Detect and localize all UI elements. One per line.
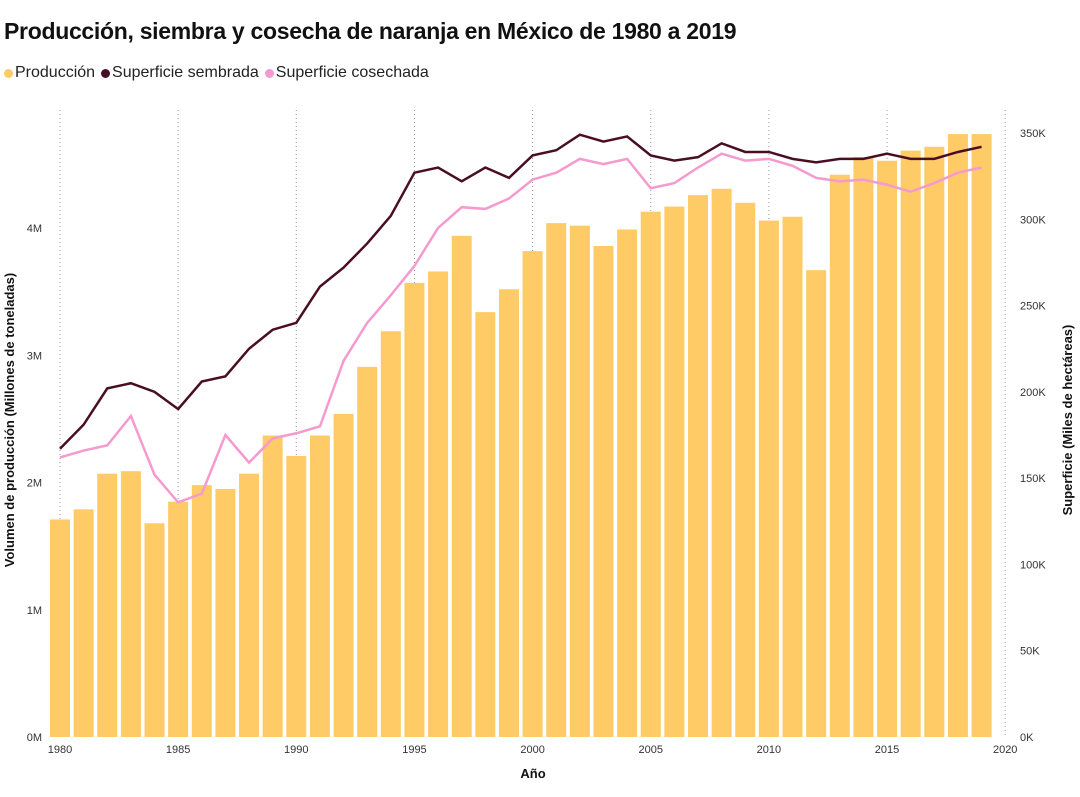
x-tick-label: 2000 [520,744,544,756]
bar-produccion-1982 [97,473,118,737]
y-right-tick-label: 0K [1020,732,1034,744]
bar-produccion-1986 [191,485,212,737]
bar-produccion-2007 [688,195,709,738]
bar-produccion-1994 [380,331,401,737]
bar-produccion-1989 [262,435,283,737]
bar-produccion-2011 [782,216,803,737]
bar-produccion-1983 [120,471,141,737]
bar-produccion-1996 [428,271,449,737]
bar-produccion-2019 [971,134,992,737]
bar-produccion-1998 [475,312,496,737]
x-tick-label: 2010 [757,744,781,756]
bar-produccion-2002 [569,225,590,737]
legend-item-cosechada[interactable]: Superficie cosechada [264,64,429,82]
y-left-tick-label: 3M [27,350,42,362]
y-left-tick-label: 1M [27,605,42,617]
bar-produccion-1999 [498,289,519,737]
bar-produccion-2006 [664,206,685,738]
bar-produccion-1981 [73,509,94,737]
bar-produccion-2013 [829,174,850,737]
bar-produccion-2016 [900,150,921,737]
bar-produccion-1991 [309,435,330,737]
y-left-tick-label: 2M [27,478,42,490]
bar-produccion-1995 [404,282,425,737]
x-tick-label: 2005 [639,744,663,756]
bar-produccion-2017 [924,146,945,738]
y-left-tick-label: 4M [27,223,42,235]
y-right-tick-label: 250K [1020,301,1046,313]
legend-item-sembrada[interactable]: Superficie sembrada [101,64,259,82]
y-right-tick-label: 50K [1020,646,1040,658]
line-superficie-sembrada [59,133,982,450]
bar-produccion-1987 [215,488,236,737]
bar-produccion-1997 [451,235,472,737]
y-axis-right-label: Superficie (Miles de hectáreas) [1060,325,1075,516]
legend-item-produccion[interactable]: Producción [4,64,95,82]
legend: Producción Superficie sembrada Superfici… [4,64,429,82]
y-left-tick-label: 0M [27,732,42,744]
x-tick-label: 1995 [402,744,426,756]
legend-label: Producción [15,64,96,81]
x-tick-label: 1990 [284,744,308,756]
x-tick-label: 2015 [875,744,899,756]
bar-produccion-1984 [144,523,165,737]
bar-produccion-2004 [617,229,638,738]
line-superficie-cosechada [59,152,982,504]
bar-produccion-2015 [877,160,898,737]
bar-produccion-1990 [286,455,307,737]
y-axis-left-label: Volumen de producción (Millones de tonel… [2,273,17,567]
bar-produccion-1988 [239,473,260,737]
chart-title: Producción, siembra y cosecha de naranja… [4,18,737,44]
bar-produccion-2012 [806,270,827,737]
bar-produccion-1993 [357,366,378,737]
bar-produccion-1992 [333,413,354,737]
bar-produccion-2003 [593,246,614,737]
x-tick-label: 1985 [166,744,190,756]
y-right-tick-label: 350K [1020,128,1046,140]
bar-produccion-1980 [50,519,70,737]
bar-produccion-2008 [711,188,732,737]
bar-produccion-2001 [546,223,567,737]
legend-label: Superficie sembrada [112,64,259,81]
bar-produccion-2010 [758,220,779,737]
x-tick-label: 1980 [48,744,72,756]
legend-dot-icon [101,68,111,78]
legend-dot-icon [4,68,13,78]
y-right-tick-label: 200K [1020,387,1046,399]
y-right-tick-label: 300K [1020,214,1046,226]
bar-produccion-2005 [640,211,661,737]
x-tick-label: 2020 [993,744,1017,756]
x-axis-label: Año [520,766,545,781]
bar-produccion-2014 [853,156,874,737]
y-right-tick-label: 100K [1020,559,1046,571]
bar-produccion-1985 [168,501,189,737]
bar-produccion-2000 [522,251,543,737]
bar-produccion-2009 [735,202,756,737]
y-right-tick-label: 150K [1020,473,1046,485]
bar-produccion-2018 [947,134,968,737]
legend-dot-icon [264,68,274,78]
legend-label: Superficie cosechada [275,64,429,81]
